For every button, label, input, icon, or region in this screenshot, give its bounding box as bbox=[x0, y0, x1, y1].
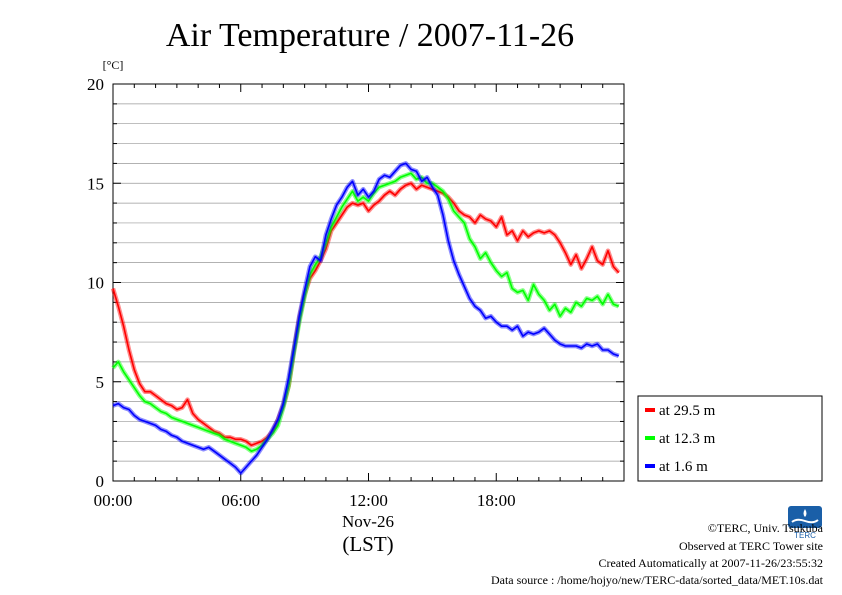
data-source-text: Data source : /home/hojyo/new/TERC-data/… bbox=[491, 573, 824, 587]
y-tick-label: 0 bbox=[96, 472, 105, 491]
legend-label: at 12.3 m bbox=[659, 431, 716, 447]
x-tick-label: 06:00 bbox=[221, 491, 260, 510]
y-axis: 0 5 10 15 20 bbox=[87, 75, 624, 491]
series-halo-2 bbox=[111, 171, 620, 454]
x-axis: 00:00 06:00 12:00 18:00 bbox=[94, 84, 625, 510]
x-tick-label: 12:00 bbox=[349, 491, 388, 510]
legend-label: at 1.6 m bbox=[659, 459, 708, 475]
series-lines bbox=[110, 161, 621, 476]
y-tick-label: 20 bbox=[87, 75, 104, 94]
droplet-icon bbox=[803, 509, 807, 517]
legend: at 29.5 m at 12.3 m at 1.6 m bbox=[637, 395, 823, 482]
grid-lines bbox=[113, 103, 624, 462]
copyright-text: ©TERC, Univ. Tsukuba bbox=[708, 521, 824, 535]
wave-icon bbox=[791, 518, 819, 524]
x-axis-unit-label: (LST) bbox=[342, 532, 393, 556]
chart-title: Air Temperature / 2007-11-26 bbox=[166, 17, 574, 54]
series-line-1 bbox=[112, 182, 620, 447]
observed-text: Observed at TERC Tower site bbox=[679, 539, 823, 553]
legend-label: at 29.5 m bbox=[659, 403, 716, 419]
terc-logo-text: TERC bbox=[794, 531, 816, 540]
y-tick-label: 5 bbox=[96, 373, 105, 392]
legend-box bbox=[637, 395, 823, 482]
y-axis-unit: [°C] bbox=[103, 58, 124, 72]
terc-logo: TERC bbox=[788, 506, 822, 540]
y-tick-label: 10 bbox=[87, 274, 104, 293]
x-tick-label: 00:00 bbox=[94, 491, 133, 510]
x-axis-date-label: Nov-26 bbox=[342, 512, 394, 531]
y-tick-label: 15 bbox=[87, 174, 104, 193]
created-text: Created Automatically at 2007-11-26/23:5… bbox=[598, 556, 823, 570]
series-line-2 bbox=[112, 172, 619, 453]
series-line-3 bbox=[112, 162, 619, 474]
x-tick-label: 18:00 bbox=[477, 491, 516, 510]
